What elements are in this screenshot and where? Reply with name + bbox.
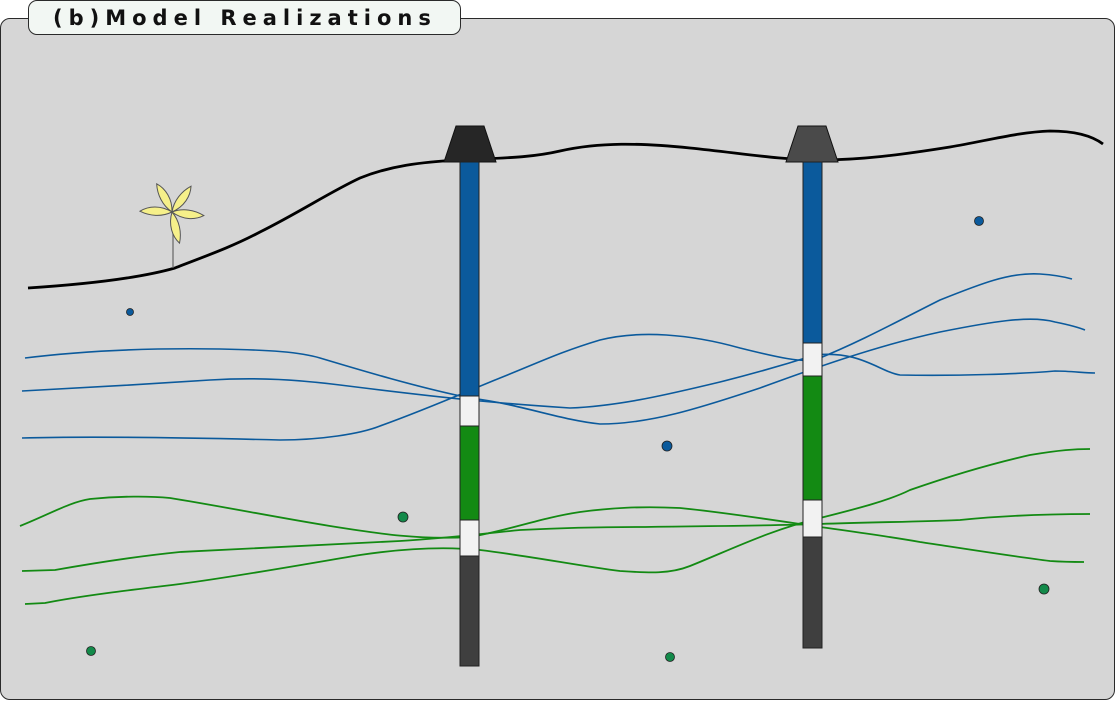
panel-title-tab: (b)Model Realizations xyxy=(28,0,461,35)
green-dot xyxy=(665,652,675,662)
green-dot xyxy=(1038,583,1050,595)
green-curve xyxy=(24,448,1091,605)
wellhead-icon xyxy=(443,125,497,163)
ground-surface-line xyxy=(27,129,1104,290)
blue-dot xyxy=(661,440,673,452)
flower-icon xyxy=(138,182,205,268)
well-segment-gap xyxy=(802,342,823,377)
blue-dot xyxy=(126,308,134,316)
well-segment-blue xyxy=(459,161,480,397)
blue-curve xyxy=(24,318,1086,425)
green-curve xyxy=(19,495,1085,563)
diagram-panel xyxy=(0,18,1115,700)
blue-layer-realizations xyxy=(21,272,1096,441)
well-segment-gap xyxy=(802,499,823,538)
well-segment-dark xyxy=(802,536,823,649)
well-segment-green xyxy=(459,425,480,521)
green-dot xyxy=(397,511,409,523)
blue-dot xyxy=(974,216,984,226)
green-curve xyxy=(21,513,1091,572)
well-segment-dark xyxy=(459,555,480,667)
green-layer-realizations xyxy=(19,448,1091,605)
blue-sample-dots xyxy=(126,216,984,452)
well-segment-gap xyxy=(459,395,480,427)
well-segment-green xyxy=(802,375,823,501)
green-dot xyxy=(86,646,96,656)
well-left xyxy=(443,125,497,667)
blue-curve xyxy=(21,353,1096,409)
well-segment-blue xyxy=(802,161,823,344)
panel-title: (b)Model Realizations xyxy=(53,5,437,30)
well-right xyxy=(785,125,839,649)
blue-curve xyxy=(21,272,1073,441)
well-segment-gap xyxy=(459,519,480,557)
green-sample-dots xyxy=(86,511,1050,662)
wellhead-icon xyxy=(785,125,839,163)
